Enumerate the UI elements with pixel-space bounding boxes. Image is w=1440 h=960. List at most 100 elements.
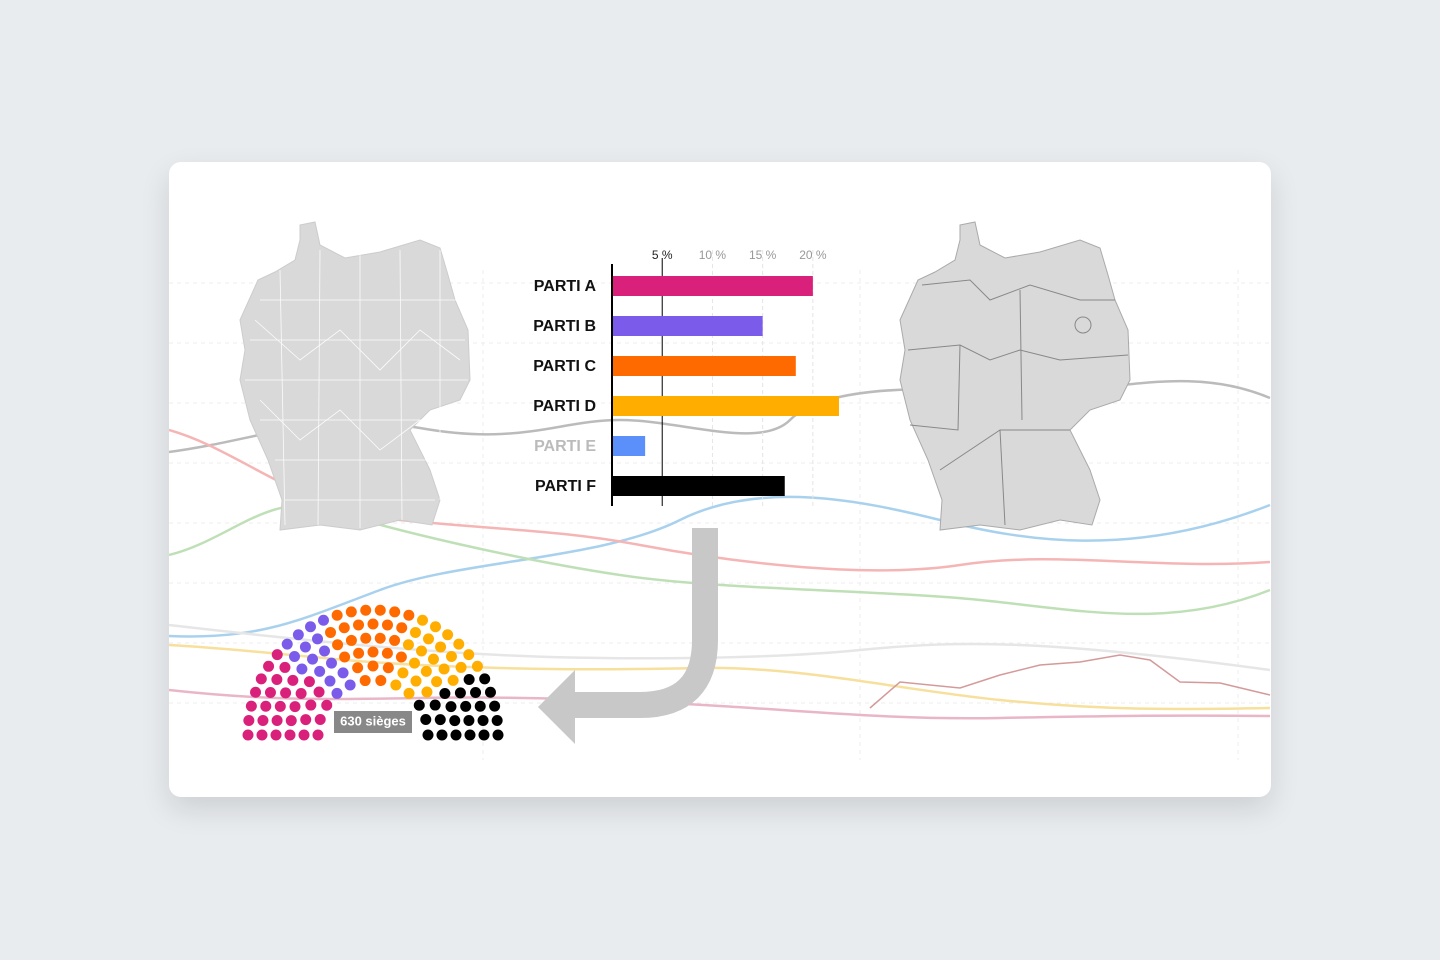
seat: [243, 714, 255, 726]
seat: [431, 676, 443, 688]
seat: [410, 675, 422, 687]
seat: [381, 619, 393, 631]
seat: [317, 614, 329, 626]
seat: [337, 667, 349, 679]
seat: [257, 715, 269, 727]
arrow-head: [538, 670, 575, 744]
seat: [314, 714, 326, 726]
seat: [245, 700, 257, 712]
seat: [463, 649, 475, 661]
seat: [389, 606, 401, 618]
seat: [313, 686, 325, 698]
seat: [263, 660, 275, 672]
seat: [450, 729, 462, 741]
seat: [344, 679, 356, 691]
seat: [289, 651, 301, 663]
seat: [449, 715, 461, 727]
seat: [332, 639, 344, 651]
seat: [434, 714, 446, 726]
category-label: PARTI D: [533, 398, 596, 415]
seat: [484, 686, 496, 698]
seat: [324, 675, 336, 687]
seat: [299, 641, 311, 653]
seat: [439, 688, 451, 699]
x-tick-label: 10 %: [699, 248, 727, 262]
seat: [353, 647, 365, 659]
seat: [463, 674, 475, 685]
seat: [442, 629, 454, 641]
seat: [300, 714, 312, 726]
seat: [303, 676, 315, 688]
seat: [471, 660, 483, 672]
seat: [435, 641, 447, 653]
category-label: PARTI C: [533, 358, 596, 375]
seat: [298, 729, 310, 741]
seat: [280, 687, 292, 699]
seat: [423, 633, 434, 645]
seat: [382, 662, 394, 674]
seat: [454, 687, 466, 699]
arrow: [575, 528, 718, 718]
seat: [403, 609, 415, 621]
seat: [438, 663, 450, 675]
seat: [312, 729, 324, 741]
seat: [296, 663, 308, 675]
seat: [321, 699, 333, 711]
seat: [397, 667, 409, 679]
seat: [279, 661, 291, 673]
seat: [367, 618, 379, 630]
seat: [255, 673, 267, 685]
seat: [416, 645, 427, 657]
x-tick-label: 15 %: [749, 248, 777, 262]
seat: [445, 651, 457, 663]
seat: [250, 686, 262, 698]
seat: [375, 675, 387, 687]
bar: [612, 356, 796, 376]
seat: [360, 632, 372, 644]
seat: [477, 715, 489, 727]
seat: [421, 686, 433, 698]
seat: [417, 614, 429, 626]
x-tick-label: 20 %: [799, 248, 827, 262]
seat: [445, 701, 457, 713]
seat: [478, 729, 490, 741]
seat: [460, 700, 472, 712]
seat: [352, 662, 364, 674]
seat: [396, 622, 408, 634]
seat: [314, 665, 326, 677]
seat: [353, 619, 365, 631]
seat: [331, 687, 343, 699]
seat: [409, 657, 420, 669]
bar-chart: 5 % 10 % 15 % 20 % PARTI A PARTI B PARTI C PART…: [533, 248, 839, 506]
seat: [284, 729, 296, 741]
parliament: [242, 604, 504, 741]
seat: [402, 639, 414, 651]
category-label: PARTI A: [534, 278, 597, 295]
seat: [271, 674, 283, 685]
seat: [345, 634, 357, 646]
seat: [474, 700, 486, 712]
seat: [295, 688, 307, 699]
seat: [409, 626, 421, 638]
seat: [339, 651, 351, 663]
seat: [256, 729, 268, 741]
bar: [612, 396, 839, 416]
seat: [271, 649, 283, 661]
seat: [305, 621, 316, 633]
seat: [381, 647, 393, 659]
x-tick-label: 5 %: [652, 248, 673, 262]
seat: [489, 700, 501, 712]
seat: [420, 714, 432, 726]
seat: [260, 700, 272, 712]
seat: [470, 687, 482, 699]
bar: [612, 436, 646, 456]
category-label: PARTI F: [535, 478, 596, 495]
seat: [479, 673, 491, 685]
seat: [390, 679, 402, 691]
seat: [422, 729, 434, 741]
seat: [436, 729, 448, 741]
category-label: PARTI E: [534, 438, 596, 455]
seat: [270, 729, 282, 741]
seat: [491, 714, 503, 726]
